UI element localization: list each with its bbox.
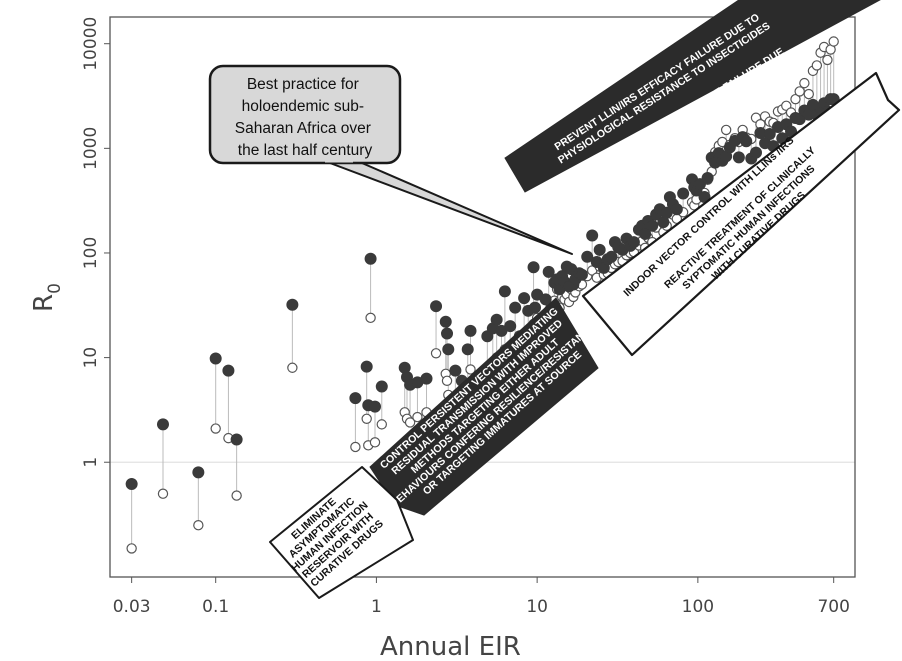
data-point-filled [677, 187, 690, 200]
data-point-open [369, 437, 381, 448]
data-point-filled [605, 250, 618, 263]
data-point-open [361, 413, 372, 425]
data-point-open [404, 417, 416, 428]
data-point-filled [732, 151, 745, 164]
data-point-filled [360, 360, 373, 373]
data-point-open [828, 36, 839, 47]
data-point-filled [230, 433, 243, 446]
data-point-filled [542, 265, 555, 278]
arrow-residual-transmission: CONTROL PERSISTENT VECTORS MEDIATING RES… [369, 297, 599, 516]
data-point-filled [156, 418, 169, 431]
x-tick-label: 0.03 [113, 597, 151, 617]
data-point-open [794, 86, 805, 97]
data-point-filled [527, 261, 540, 274]
data-point-filled [420, 372, 433, 385]
data-point-filled [498, 285, 511, 298]
data-point-open [376, 419, 387, 430]
data-point-open [720, 124, 732, 136]
data-point-filled [364, 252, 377, 265]
x-axis-title: Annual EIR [380, 632, 521, 661]
data-point-filled [442, 343, 455, 356]
data-point-filled [490, 313, 503, 326]
data-point-filled [209, 352, 222, 365]
data-point-filled [627, 236, 640, 249]
data-point-filled [369, 400, 382, 413]
data-point-filled [749, 146, 762, 159]
y-tick-label: 1000 [81, 127, 101, 170]
y-axis-title-sub: 0 [45, 283, 65, 294]
data-point-open [231, 490, 242, 501]
data-point-open [287, 362, 298, 373]
data-point-filled [670, 203, 683, 216]
data-point-filled [509, 301, 522, 314]
x-tick-label: 0.1 [202, 597, 229, 617]
data-point-filled [639, 227, 652, 240]
x-tick-label: 10 [526, 597, 548, 617]
data-point-open [430, 348, 442, 359]
arrow-insecticide-resistance-shape [504, 0, 881, 193]
y-axis-title-main: R [29, 294, 59, 312]
data-point-filled [539, 293, 552, 306]
data-point-filled [222, 364, 235, 377]
y-axis-title: R0 [29, 283, 65, 312]
data-point-open [822, 54, 833, 66]
x-tick-label: 100 [682, 597, 714, 617]
data-point-filled [125, 477, 138, 490]
data-point-filled [439, 315, 452, 328]
callout-line: Saharan Africa over [235, 120, 371, 137]
data-point-filled [464, 324, 477, 337]
callout-best-practice: Best practice for holoendemic sub- Sahar… [208, 64, 573, 255]
data-point-filled [461, 343, 474, 356]
y-tick-label: 10000 [81, 17, 101, 71]
data-point-filled [518, 292, 531, 305]
point-layer [125, 36, 840, 554]
data-point-open [811, 60, 823, 71]
x-tick-label: 700 [817, 597, 849, 617]
data-point-filled [192, 466, 205, 479]
data-point-open [803, 88, 814, 100]
data-point-open [126, 543, 137, 554]
data-point-filled [701, 172, 714, 185]
callout-text: Best practice for holoendemic sub- Sahar… [235, 76, 375, 159]
data-point-filled [646, 219, 659, 232]
data-point-filled [504, 320, 517, 333]
data-point-filled [763, 128, 776, 141]
data-point-open [465, 364, 476, 375]
data-point-open [210, 423, 221, 434]
callout-line: holoendemic sub- [242, 98, 364, 115]
data-point-filled [375, 380, 388, 393]
plot-frame [109, 16, 856, 578]
data-point-filled [441, 327, 454, 340]
x-tick-label: 1 [371, 597, 382, 617]
y-tick-label: 100 [81, 237, 101, 269]
arrow-indoor-vector-control-shape [581, 71, 901, 357]
data-point-open [365, 312, 376, 324]
data-point-open [799, 77, 810, 89]
data-point-filled [449, 364, 462, 377]
data-point-open [157, 488, 169, 499]
tick-layer: 0.03 0.1 1 10 100 700 1 10 100 1000 10000 [81, 17, 850, 617]
data-point-open [193, 520, 204, 531]
callout-line: Best practice for [247, 76, 359, 93]
data-point-filled [529, 301, 542, 314]
data-point-filled [740, 135, 753, 148]
data-point-filled [593, 243, 606, 256]
data-point-filled [581, 250, 594, 263]
callout-box [208, 64, 402, 165]
callout-line: the last half century [238, 142, 373, 159]
data-point-open [790, 93, 801, 105]
data-point-filled [430, 300, 443, 313]
data-point-filled [286, 298, 299, 311]
data-point-open [412, 411, 423, 423]
y-tick-label: 10 [81, 347, 101, 369]
data-point-filled [575, 268, 588, 281]
data-point-open [350, 441, 361, 453]
arrow-eliminate-reservoir-shape [269, 466, 414, 599]
data-point-filled [586, 229, 599, 242]
y-tick-label: 1 [81, 457, 101, 468]
data-point-open [441, 375, 453, 387]
data-point-filled [349, 392, 362, 405]
